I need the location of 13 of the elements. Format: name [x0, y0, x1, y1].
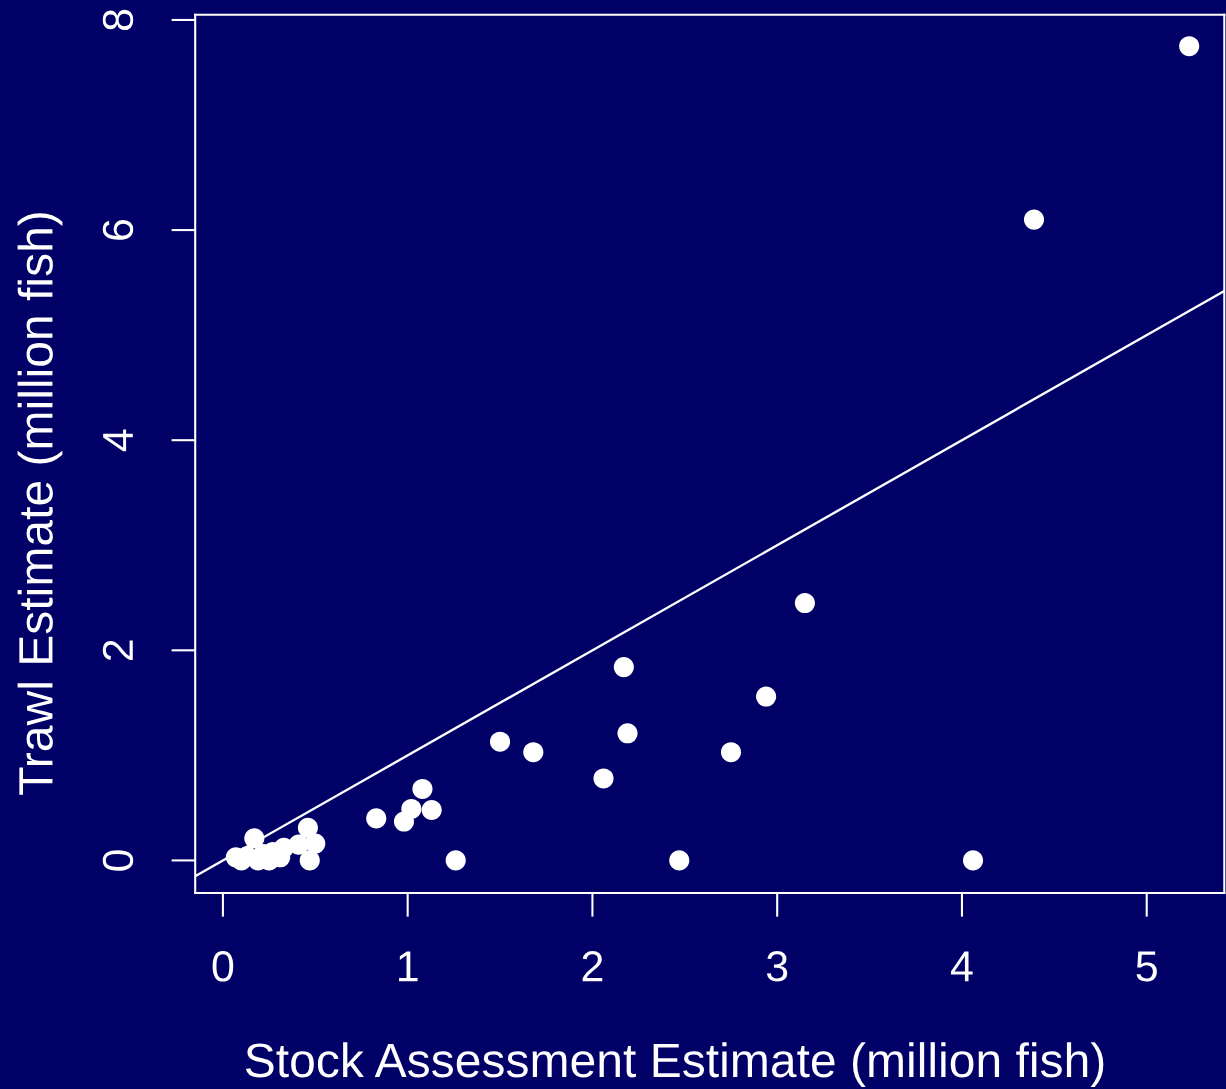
x-tick-label: 4: [950, 951, 973, 982]
y-tick-label: 8: [102, 9, 134, 31]
x-tick-label: 5: [1136, 951, 1157, 982]
x-tick-label: 2: [582, 951, 603, 982]
y-tick-label: 2: [102, 640, 133, 661]
x-axis-title: Stock Assessment Estimate (million fish): [245, 1042, 1104, 1087]
y-tick-label: 4: [103, 429, 133, 452]
x-tick-label: 1: [398, 951, 418, 982]
y-tick-label: 6: [102, 219, 134, 240]
y-tick-label: 0: [102, 850, 134, 871]
x-tick-label: 0: [212, 951, 234, 982]
x-tick-label: 3: [766, 951, 788, 982]
y-axis-title: Trawl Estimate (million fish): [17, 213, 63, 795]
